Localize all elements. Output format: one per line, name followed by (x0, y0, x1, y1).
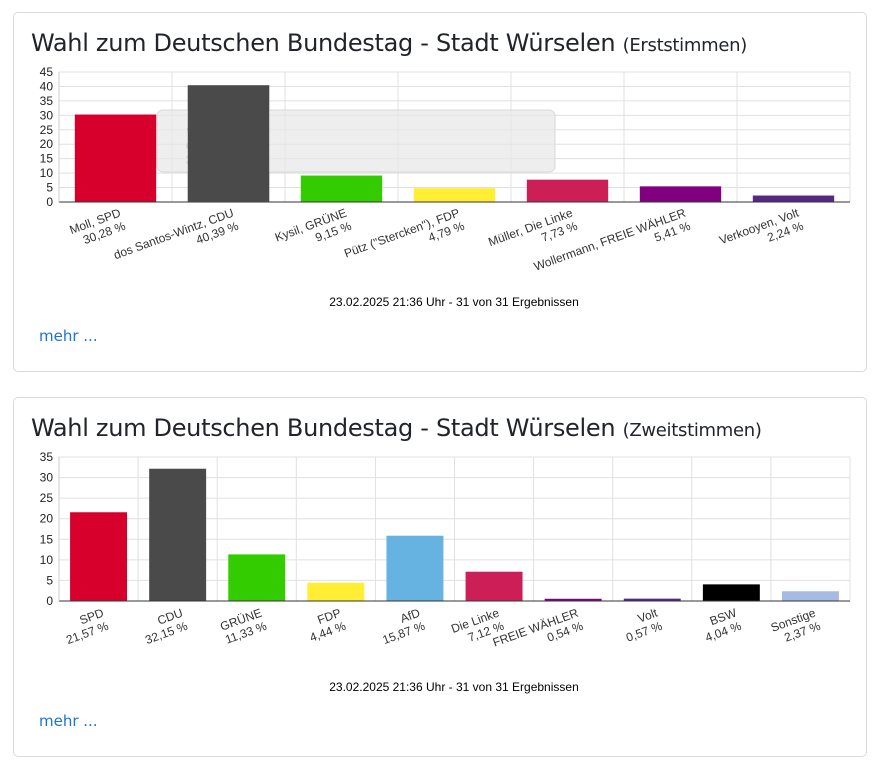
category-label: Volt (636, 605, 660, 625)
y-tick-label: 15 (40, 532, 54, 546)
bar (781, 591, 839, 601)
bar (623, 598, 681, 601)
y-tick-label: 20 (40, 512, 54, 526)
y-tick-label: 40 (40, 79, 54, 93)
y-tick-label: 10 (40, 166, 54, 180)
category-label: AfD (398, 606, 422, 626)
bar (187, 85, 270, 202)
title-text: Wahl zum Deutschen Bundestag - Stadt Wür… (31, 414, 616, 442)
y-tick-label: 25 (40, 491, 54, 505)
title-text: Wahl zum Deutschen Bundestag - Stadt Wür… (31, 29, 616, 57)
bar (544, 598, 602, 601)
y-tick-label: 45 (40, 65, 54, 79)
chart-title: Wahl zum Deutschen Bundestag - Stadt Wür… (31, 414, 762, 442)
title-subtitle: (Erststimmen) (622, 35, 748, 56)
bar (307, 582, 365, 601)
bar (702, 584, 760, 601)
bar (386, 535, 444, 601)
bar (149, 468, 207, 601)
y-tick-label: 30 (40, 108, 54, 122)
bar (74, 114, 157, 202)
y-tick-label: 35 (40, 94, 54, 108)
y-tick-label: 10 (40, 553, 54, 567)
y-tick-label: 30 (40, 471, 54, 485)
bar (300, 175, 383, 202)
y-tick-label: 20 (40, 137, 54, 151)
y-tick-label: 0 (46, 594, 53, 608)
title-subtitle: (Zweitstimmen) (622, 420, 762, 441)
timestamp: 23.02.2025 21:36 Uhr - 31 von 31 Ergebni… (329, 295, 579, 309)
bar (228, 554, 286, 601)
bar (413, 188, 496, 202)
y-tick-label: 35 (40, 450, 54, 464)
bar (70, 512, 128, 601)
y-tick-label: 0 (46, 195, 53, 209)
y-tick-label: 25 (40, 123, 54, 137)
chart-title: Wahl zum Deutschen Bundestag - Stadt Wür… (31, 29, 747, 57)
card-zweitstimmen: Wahl zum Deutschen Bundestag - Stadt Wür… (13, 397, 867, 757)
more-link[interactable]: mehr ... (39, 712, 98, 730)
bar (752, 195, 835, 202)
y-tick-label: 5 (46, 181, 53, 195)
bar (639, 186, 722, 202)
timestamp: 23.02.2025 21:36 Uhr - 31 von 31 Ergebni… (329, 680, 579, 694)
y-tick-label: 15 (40, 152, 54, 166)
bar (465, 571, 523, 601)
bar (526, 179, 609, 202)
card-erststimmen: Wahl zum Deutschen Bundestag - Stadt Wür… (13, 12, 867, 372)
more-link[interactable]: mehr ... (39, 327, 98, 345)
y-tick-label: 5 (46, 573, 53, 587)
